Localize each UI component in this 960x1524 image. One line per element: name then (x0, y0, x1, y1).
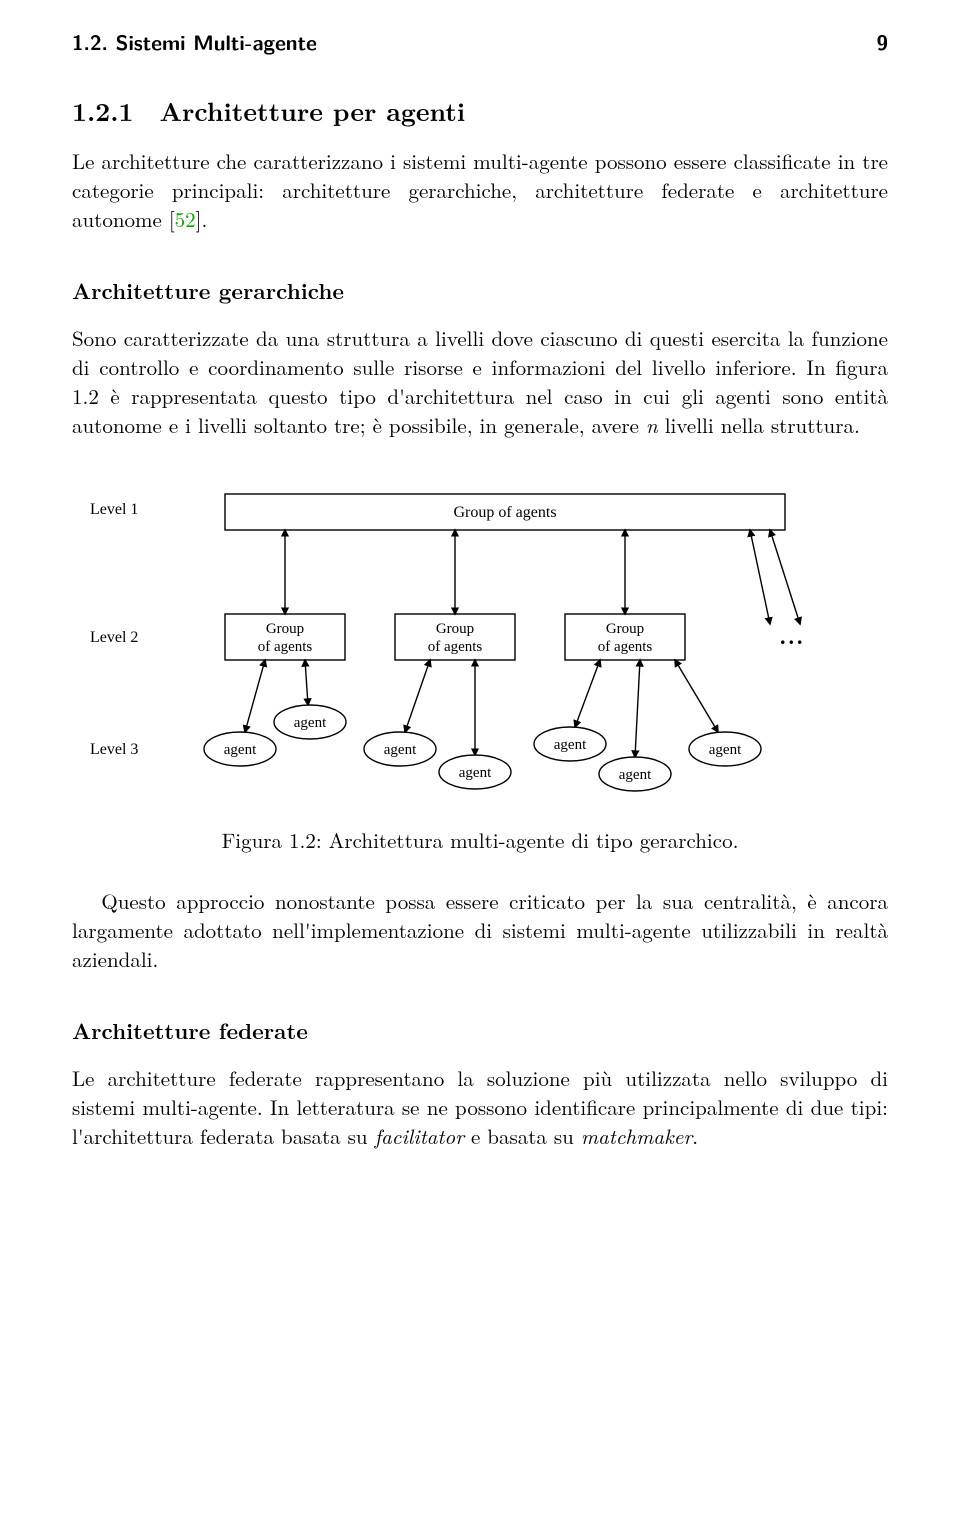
edge (575, 660, 600, 727)
paragraph: Le architetture che caratterizzano i sis… (72, 147, 888, 234)
group-label: Group (266, 621, 304, 637)
body-text: Questo approccio nonostante possa essere… (72, 886, 888, 974)
edge (635, 660, 640, 757)
edge (675, 660, 718, 732)
subheading: Architetture gerarchiche (72, 276, 888, 306)
agent-label: agent (294, 715, 327, 731)
agent-label: agent (709, 742, 742, 758)
citation-link[interactable]: 52 (175, 204, 196, 234)
paragraph: Le architetture federate rappresentano l… (72, 1064, 888, 1151)
figure-svg: Level 1 Level 2 Level 3 Group of agents … (80, 474, 880, 804)
heading-title: Architetture per agenti (159, 92, 465, 129)
edges-top-mid (285, 530, 800, 624)
agent-label: agent (224, 742, 257, 758)
page: 1.2. Sistemi Multi-agente 9 1.2.1 Archite… (0, 0, 960, 1524)
edge (305, 660, 308, 705)
edge (750, 530, 770, 624)
level-label: Level 3 (90, 741, 138, 758)
italic-term: matchmaker (581, 1121, 692, 1151)
section-label: 1.2. Sistemi Multi-agente (72, 28, 317, 57)
group-label: of agents (598, 639, 653, 655)
agent-label: agent (384, 742, 417, 758)
paragraph: Questo approccio nonostante possa essere… (72, 887, 888, 974)
level-label: Level 1 (90, 501, 138, 518)
group-label: Group (606, 621, 644, 637)
ellipsis-icon: ... (780, 624, 806, 649)
italic-term: facilitator (375, 1121, 464, 1151)
figure-container: Level 1 Level 2 Level 3 Group of agents … (72, 474, 888, 804)
math-n: n (646, 410, 658, 440)
agent-label: agent (619, 767, 652, 783)
group-label: of agents (258, 639, 313, 655)
level-label: Level 2 (90, 629, 138, 646)
page-number: 9 (876, 28, 888, 57)
group-label: of agents (428, 639, 483, 655)
edge (405, 660, 430, 732)
agent-label: agent (459, 765, 492, 781)
agent-label: agent (554, 737, 587, 753)
agents: agent agent agent agent agent agent agent (204, 705, 761, 791)
top-group-label: Group of agents (453, 504, 556, 521)
edge (770, 530, 800, 624)
body-text: livelli nella struttura. (658, 410, 860, 440)
paragraph: Sono caratterizzate da una struttura a l… (72, 324, 888, 440)
body-text: e basata su (464, 1121, 581, 1151)
running-head: 1.2. Sistemi Multi-agente 9 (72, 28, 888, 57)
group-label: Group (436, 621, 474, 637)
figure-caption: Figura 1.2: Architettura multi-agente di… (72, 826, 888, 855)
edge (245, 660, 265, 732)
body-text: ]. (196, 204, 208, 234)
subheading: Architetture federate (72, 1016, 888, 1046)
heading-number: 1.2.1 (72, 92, 133, 129)
mid-boxes: Group of agents Group of agents Group of agen… (225, 614, 685, 660)
body-text: . (692, 1121, 698, 1151)
subsection-heading: 1.2.1 Architetture per agenti (72, 93, 888, 129)
